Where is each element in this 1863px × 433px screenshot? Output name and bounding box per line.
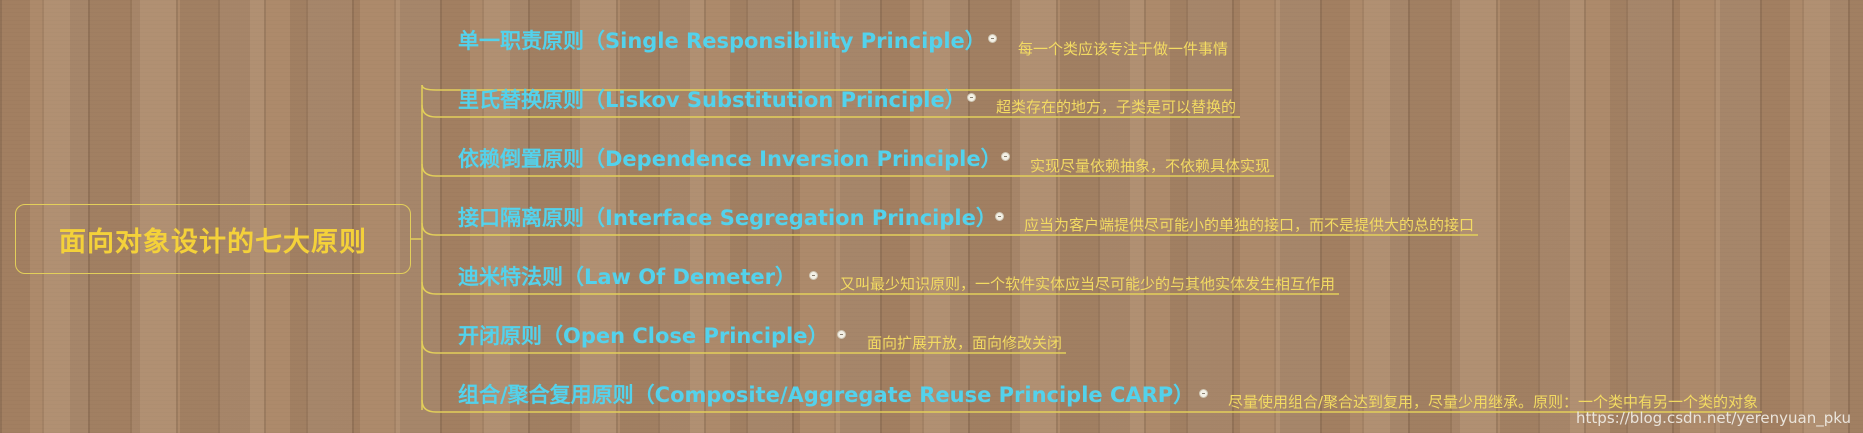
note-icon[interactable] — [1001, 152, 1010, 161]
root-node[interactable]: 面向对象设计的七大原则 — [15, 204, 411, 274]
note-composite-reuse: 尽量使用组合/聚合达到复用，尽量少用继承。原则：一个类中有另一个类的对象 — [1228, 393, 1759, 411]
branch-connectors — [421, 84, 1762, 413]
note-icon[interactable] — [967, 93, 976, 102]
branch-interface-segregation[interactable]: 接口隔离原则（Interface Segregation Principle） — [458, 206, 997, 230]
note-icon[interactable] — [837, 330, 846, 339]
branch-composite-reuse[interactable]: 组合/聚合复用原则（Composite/Aggregate Reuse Prin… — [458, 383, 1195, 407]
branch-dependence-inversion[interactable]: 依赖倒置原则（Dependence Inversion Principle） — [458, 147, 1002, 171]
branch-underline — [421, 399, 1762, 413]
note-open-close: 面向扩展开放，面向修改关闭 — [867, 334, 1063, 352]
branch-liskov-substitution[interactable]: 里氏替换原则（Liskov Substitution Principle） — [458, 88, 966, 112]
note-icon[interactable] — [988, 34, 997, 43]
note-icon[interactable] — [1199, 389, 1208, 398]
note-icon[interactable] — [995, 212, 1004, 221]
branch-underline — [421, 163, 1274, 177]
root-label: 面向对象设计的七大原则 — [59, 226, 367, 258]
branch-underline — [421, 222, 1478, 236]
branch-single-responsibility[interactable]: 单一职责原则（Single Responsibility Principle） — [458, 29, 986, 53]
branch-underline — [421, 104, 1240, 118]
note-law-of-demeter: 又叫最少知识原则，一个软件实体应当尽可能少的与其他实体发生相互作用 — [840, 275, 1336, 293]
note-icon[interactable] — [809, 271, 818, 280]
branch-underline — [421, 281, 1339, 295]
branch-law-of-demeter[interactable]: 迪米特法则（Law Of Demeter） — [458, 265, 796, 289]
watermark: https://blog.csdn.net/yerenyuan_pku — [1576, 409, 1851, 427]
note-interface-segregation: 应当为客户端提供尽可能小的单独的接口，而不是提供大的总的接口 — [1024, 216, 1475, 234]
note-single-responsibility: 每一个类应该专注于做一件事情 — [1018, 40, 1229, 58]
branch-open-close[interactable]: 开闭原则（Open Close Principle） — [458, 324, 829, 348]
note-dependence-inversion: 实现尽量依赖抽象，不依赖具体实现 — [1030, 157, 1271, 175]
note-liskov-substitution: 超类存在的地方，子类是可以替换的 — [996, 98, 1237, 116]
branch-underline — [421, 340, 1066, 354]
branch-underline — [421, 84, 1232, 91]
